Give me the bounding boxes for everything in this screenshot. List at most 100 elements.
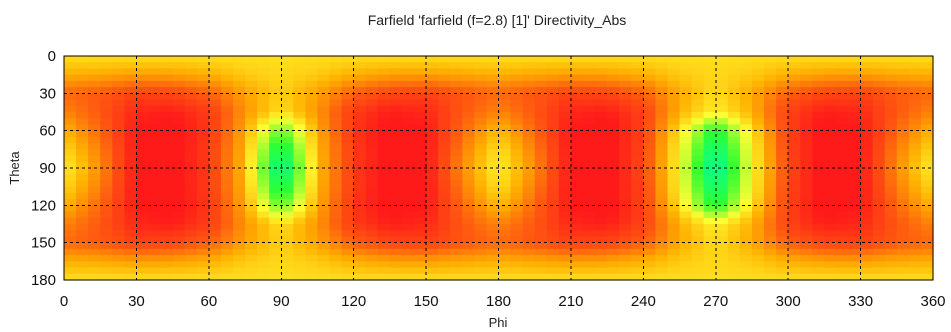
heatmap-cell: [631, 56, 644, 63]
heatmap-cell: [474, 261, 488, 269]
heatmap-cell: [872, 255, 886, 262]
heatmap-cell: [631, 205, 644, 213]
heatmap-cell: [414, 56, 427, 63]
heatmap-cell: [341, 217, 355, 225]
heatmap-cell: [800, 174, 813, 182]
heatmap-cell: [498, 230, 512, 238]
heatmap-cell: [619, 267, 632, 275]
heatmap-cell: [317, 199, 331, 206]
heatmap-cell: [896, 68, 910, 76]
heatmap-cell: [715, 217, 729, 225]
heatmap-cell: [317, 87, 331, 94]
heatmap-cell: [558, 205, 572, 213]
heatmap-cell: [232, 267, 246, 275]
heatmap-cell: [184, 99, 198, 107]
heatmap-cell: [100, 93, 113, 101]
heatmap-cell: [751, 217, 765, 225]
heatmap-cell: [305, 105, 319, 113]
heatmap-cell: [160, 161, 174, 169]
heatmap-cell: [703, 74, 717, 82]
heatmap-cell: [631, 248, 644, 256]
heatmap-cell: [522, 62, 536, 70]
heatmap-cell: [727, 62, 741, 70]
heatmap-cell: [824, 130, 838, 138]
heatmap-cell: [389, 205, 403, 213]
heatmap-cell: [631, 161, 644, 169]
heatmap-cell: [124, 192, 138, 200]
heatmap-cell: [196, 87, 210, 94]
heatmap-cell: [136, 224, 150, 231]
heatmap-cell: [112, 273, 125, 281]
heatmap-cell: [570, 261, 584, 269]
heatmap-cell: [546, 217, 560, 225]
heatmap-cell: [727, 68, 741, 76]
heatmap-cell: [365, 205, 379, 213]
heatmap-cell: [148, 68, 162, 76]
heatmap-cell: [196, 273, 210, 281]
heatmap-cell: [872, 105, 886, 113]
heatmap-cell: [426, 261, 439, 269]
heatmap-cell: [582, 174, 596, 182]
heatmap-cell: [486, 124, 500, 132]
heatmap-cell: [812, 186, 825, 194]
heatmap-cell: [64, 161, 77, 169]
heatmap-cell: [462, 155, 475, 163]
heatmap-cell: [703, 168, 717, 175]
heatmap-cell: [257, 136, 270, 144]
heatmap-cell: [450, 261, 463, 269]
heatmap-cell: [76, 80, 89, 88]
heatmap-cell: [558, 105, 572, 113]
heatmap-cell: [546, 74, 560, 82]
heatmap-cell: [112, 211, 125, 219]
heatmap-cell: [184, 192, 198, 200]
heatmap-cell: [124, 168, 138, 175]
heatmap-cell: [607, 143, 620, 150]
heatmap-cell: [365, 261, 379, 269]
heatmap-cell: [450, 124, 463, 132]
heatmap-cell: [498, 236, 512, 244]
heatmap-cell: [426, 186, 439, 194]
heatmap-cell: [184, 168, 198, 175]
heatmap-cell: [124, 155, 138, 163]
heatmap-cell: [305, 230, 319, 238]
heatmap-cell: [377, 112, 391, 119]
heatmap-cell: [232, 261, 246, 269]
heatmap-cell: [727, 230, 741, 238]
heatmap-cell: [305, 87, 319, 94]
heatmap-cell: [196, 199, 210, 206]
heatmap-cell: [232, 130, 246, 138]
heatmap-cell: [353, 242, 367, 250]
heatmap-cell: [450, 267, 463, 275]
heatmap-cell: [558, 217, 572, 225]
heatmap-cell: [788, 149, 801, 157]
heatmap-cell: [776, 273, 789, 281]
heatmap-cell: [401, 56, 415, 63]
heatmap-cell: [76, 93, 89, 101]
heatmap-cell: [836, 149, 850, 157]
heatmap-cell: [667, 62, 681, 70]
heatmap-cell: [281, 174, 294, 182]
heatmap-cell: [450, 136, 463, 144]
heatmap-cell: [655, 87, 669, 94]
heatmap-cell: [788, 74, 801, 82]
heatmap-cell: [751, 224, 765, 231]
heatmap-cell: [329, 56, 343, 63]
heatmap-cell: [88, 68, 101, 76]
heatmap-cell: [341, 68, 355, 76]
heatmap-cell: [691, 192, 705, 200]
heatmap-cell: [751, 93, 765, 101]
heatmap-cell: [245, 155, 258, 163]
heatmap-cell: [353, 230, 367, 238]
heatmap-cell: [872, 130, 886, 138]
heatmap-cell: [558, 242, 572, 250]
heatmap-cell: [377, 149, 391, 157]
heatmap-cell: [908, 112, 922, 119]
heatmap-cell: [389, 105, 403, 113]
heatmap-cell: [582, 255, 596, 262]
heatmap-cell: [450, 273, 463, 281]
heatmap-cell: [100, 180, 113, 188]
heatmap-cell: [184, 56, 198, 63]
heatmap-cell: [631, 143, 644, 150]
heatmap-cell: [64, 267, 77, 275]
heatmap-cell: [498, 112, 512, 119]
